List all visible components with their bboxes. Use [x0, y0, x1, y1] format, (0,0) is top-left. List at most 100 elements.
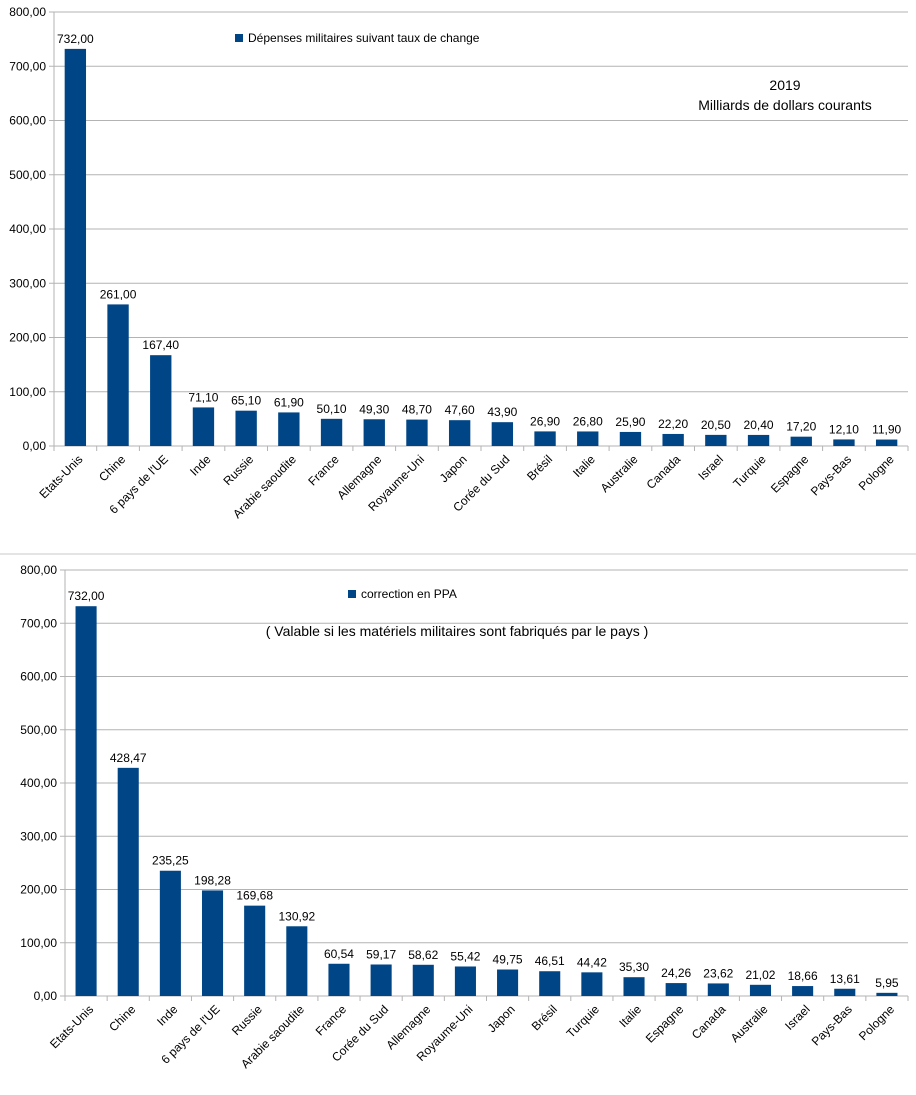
bar	[491, 422, 514, 446]
bar	[448, 420, 471, 446]
data-label: 17,20	[786, 420, 816, 434]
bar-chart-2: 0,00 100,00 200,00 300,00 400,00 500,00 600,00…	[20, 563, 909, 1071]
bar	[75, 606, 97, 996]
y-tick-label: 300,00	[20, 829, 57, 843]
data-label: 44,42	[577, 955, 607, 969]
chart-annotation: Milliards de dollars courants	[698, 97, 872, 113]
x-tick-label: Etats-Unis	[47, 1002, 96, 1051]
x-tick-label: Espagne	[768, 452, 812, 496]
bar	[244, 905, 266, 996]
data-label: 5,95	[875, 976, 899, 990]
bar	[454, 966, 476, 996]
x-tick-label: Turquie	[564, 1002, 603, 1041]
x-tick-label: Inde	[154, 1002, 181, 1029]
legend-swatch	[235, 34, 243, 42]
x-tick-label: Japon	[437, 452, 470, 485]
legend-swatch	[348, 590, 356, 598]
data-label: 61,90	[274, 395, 304, 409]
bar	[705, 434, 727, 446]
bar	[876, 992, 898, 996]
y-tick-label: 200,00	[20, 883, 57, 897]
bar	[792, 986, 814, 996]
data-label: 26,80	[573, 414, 603, 428]
x-tick-label: Canada	[689, 1002, 729, 1042]
data-label: 21,02	[745, 968, 775, 982]
data-label: 13,61	[830, 972, 860, 986]
bar	[497, 969, 519, 996]
bar	[662, 433, 684, 446]
bar	[406, 419, 428, 446]
y-tick-label: 700,00	[20, 616, 57, 630]
data-label: 23,62	[703, 966, 733, 980]
x-tick-label: Brésil	[529, 1002, 560, 1033]
x-tick-label: Pays-Bas	[809, 1002, 855, 1048]
chart-annotation: 2019	[769, 77, 800, 93]
y-tick-label: 0,00	[23, 439, 47, 453]
data-label: 169,68	[236, 889, 273, 903]
data-label: 58,62	[408, 948, 438, 962]
bar	[577, 431, 599, 446]
bar	[623, 977, 645, 996]
data-label: 261,00	[100, 287, 137, 301]
data-label: 49,75	[493, 953, 523, 967]
data-label: 428,47	[110, 751, 147, 765]
bar	[619, 431, 642, 446]
bar	[64, 48, 87, 446]
y-tick-label: 800,00	[9, 5, 46, 19]
data-label: 50,10	[317, 402, 347, 416]
bar	[665, 983, 687, 996]
x-tick-label: Japon	[485, 1002, 518, 1035]
y-tick-label: 400,00	[9, 222, 46, 236]
data-label: 22,20	[658, 417, 688, 431]
data-label: 59,17	[366, 947, 396, 961]
bar	[320, 418, 343, 446]
x-tick-label: France	[313, 1002, 350, 1039]
bar	[412, 964, 434, 996]
x-tick-label: Chine	[96, 452, 128, 484]
bar	[707, 983, 729, 996]
bar	[159, 870, 181, 996]
y-tick-label: 700,00	[9, 59, 46, 73]
bar	[749, 984, 772, 996]
bar	[278, 412, 300, 446]
bar	[539, 971, 561, 996]
x-tick-label: Israel	[782, 1002, 813, 1033]
x-tick-label: Turquie	[730, 452, 769, 491]
bar-chart-1: 0,00 100,00 200,00 300,00 400,00 500,00 600,00…	[9, 5, 909, 521]
data-label: 130,92	[278, 909, 315, 923]
data-label: 20,50	[701, 418, 731, 432]
y-tick-label: 0,00	[34, 989, 58, 1003]
bar	[117, 767, 139, 996]
y-tick-label: 100,00	[20, 936, 57, 950]
y-tick-label: 600,00	[9, 114, 46, 128]
bar	[286, 926, 308, 996]
x-tick-label: Etats-Unis	[36, 452, 85, 501]
x-tick-label: Russie	[220, 452, 256, 488]
data-label: 46,51	[535, 954, 565, 968]
x-tick-label: Israel	[695, 452, 726, 483]
x-tick-label: Canada	[644, 452, 684, 492]
legend-label: Dépenses militaires suivant taux de chan…	[248, 31, 480, 45]
y-tick-label: 600,00	[20, 670, 57, 684]
data-label: 732,00	[68, 589, 105, 603]
bar	[192, 407, 215, 446]
data-label: 12,10	[829, 422, 859, 436]
x-tick-label: Brésil	[524, 452, 555, 483]
bar	[875, 439, 898, 446]
x-tick-label: Pologne	[856, 452, 897, 493]
data-label: 35,30	[619, 960, 649, 974]
data-label: 24,26	[661, 966, 691, 980]
chart-annotation: ( Valable si les matériels militaires so…	[266, 623, 649, 639]
bar	[201, 890, 224, 996]
y-tick-label: 400,00	[20, 776, 57, 790]
y-tick-label: 800,00	[20, 563, 57, 577]
data-label: 65,10	[231, 394, 261, 408]
y-tick-label: 500,00	[9, 168, 46, 182]
bar	[150, 355, 172, 446]
data-label: 167,40	[142, 338, 179, 352]
x-tick-label: Chine	[106, 1002, 138, 1034]
x-tick-label: Italie	[616, 1002, 644, 1030]
bar	[581, 972, 603, 996]
bar	[107, 304, 129, 446]
x-tick-label: Inde	[187, 452, 214, 479]
